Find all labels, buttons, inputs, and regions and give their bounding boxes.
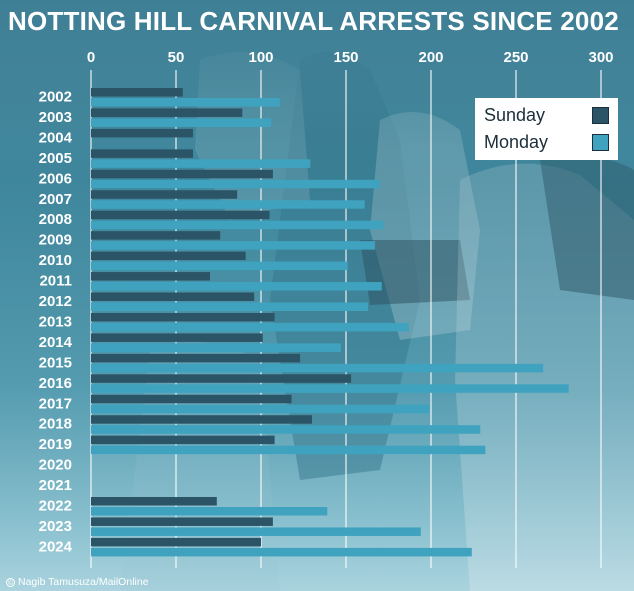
bar-sunday-2008 xyxy=(91,210,270,220)
bar-sunday-2012 xyxy=(91,292,255,301)
copyright-icon: © xyxy=(6,577,15,587)
x-tick-label-200: 200 xyxy=(418,49,443,66)
bar-monday-2012 xyxy=(91,302,369,311)
bar-monday-2015 xyxy=(91,363,544,373)
y-category-label-2017: 2017 xyxy=(39,395,72,412)
bar-monday-2002 xyxy=(91,98,280,107)
bar-monday-2019 xyxy=(91,445,486,455)
legend: Sunday Monday xyxy=(475,98,618,160)
y-category-label-2021: 2021 xyxy=(39,477,72,494)
bar-sunday-2023 xyxy=(91,517,273,526)
x-tick-label-50: 50 xyxy=(168,49,185,66)
bar-sunday-2018 xyxy=(91,415,312,424)
bar-sunday-2022 xyxy=(91,497,217,506)
bar-sunday-2007 xyxy=(91,190,238,199)
x-tick-label-0: 0 xyxy=(87,49,95,66)
legend-swatch-sunday xyxy=(592,107,609,124)
y-category-label-2004: 2004 xyxy=(39,129,73,146)
bar-monday-2022 xyxy=(91,507,328,516)
bar-sunday-2009 xyxy=(91,231,221,240)
bar-sunday-2024 xyxy=(91,537,261,547)
bar-monday-2023 xyxy=(91,527,421,536)
y-category-label-2019: 2019 xyxy=(39,436,72,453)
legend-swatch-monday xyxy=(592,134,609,151)
y-category-label-2012: 2012 xyxy=(39,293,72,310)
y-category-label-2018: 2018 xyxy=(39,416,72,433)
bar-monday-2013 xyxy=(91,322,409,332)
y-category-label-2005: 2005 xyxy=(39,150,72,167)
bar-monday-2011 xyxy=(91,282,382,291)
bar-sunday-2014 xyxy=(91,333,263,342)
chart-title: NOTTING HILL CARNIVAL ARRESTS SINCE 2002 xyxy=(8,6,619,36)
bar-sunday-2010 xyxy=(91,251,246,261)
bar-sunday-2015 xyxy=(91,353,301,363)
bar-sunday-2002 xyxy=(91,88,183,97)
bar-sunday-2013 xyxy=(91,312,275,322)
legend-label-sunday: Sunday xyxy=(484,105,546,125)
bar-sunday-2003 xyxy=(91,108,243,117)
legend-item-sunday: Sunday xyxy=(484,102,609,129)
bar-sunday-2011 xyxy=(91,272,210,281)
x-tick-label-250: 250 xyxy=(503,49,528,66)
bar-monday-2017 xyxy=(91,404,430,414)
bar-monday-2014 xyxy=(91,343,341,352)
y-category-label-2006: 2006 xyxy=(39,170,72,187)
bar-monday-2009 xyxy=(91,241,375,250)
photo-credit: © Nagib Tamusuza/MailOnline xyxy=(6,576,149,588)
bar-sunday-2016 xyxy=(91,374,352,383)
y-category-label-2013: 2013 xyxy=(39,313,72,330)
y-category-label-2022: 2022 xyxy=(39,498,72,515)
bar-sunday-2019 xyxy=(91,435,275,445)
y-category-label-2002: 2002 xyxy=(39,89,72,106)
bar-monday-2005 xyxy=(91,159,311,168)
bar-monday-2024 xyxy=(91,547,472,557)
y-category-label-2016: 2016 xyxy=(39,375,72,392)
bar-monday-2008 xyxy=(91,220,384,230)
bar-monday-2006 xyxy=(91,179,380,189)
bar-monday-2010 xyxy=(91,261,348,271)
y-category-label-2023: 2023 xyxy=(39,518,72,535)
y-category-label-2010: 2010 xyxy=(39,252,72,269)
y-category-label-2024: 2024 xyxy=(39,538,73,555)
y-category-label-2011: 2011 xyxy=(39,273,72,290)
x-tick-label-150: 150 xyxy=(333,49,358,66)
bar-sunday-2017 xyxy=(91,394,292,404)
x-tick-label-300: 300 xyxy=(588,49,613,66)
bar-sunday-2004 xyxy=(91,128,193,138)
y-category-label-2007: 2007 xyxy=(39,191,72,208)
legend-label-monday: Monday xyxy=(484,132,549,152)
bar-sunday-2005 xyxy=(91,149,193,158)
y-category-label-2014: 2014 xyxy=(39,334,73,351)
bar-monday-2007 xyxy=(91,200,365,209)
y-category-label-2008: 2008 xyxy=(39,211,72,228)
x-tick-label-100: 100 xyxy=(248,49,273,66)
y-category-label-2020: 2020 xyxy=(39,457,72,474)
y-category-label-2009: 2009 xyxy=(39,232,72,249)
legend-item-monday: Monday xyxy=(484,129,609,156)
bar-monday-2003 xyxy=(91,118,272,127)
credit-text: Nagib Tamusuza/MailOnline xyxy=(18,576,149,588)
y-category-label-2003: 2003 xyxy=(39,109,72,126)
bar-sunday-2006 xyxy=(91,169,273,179)
bar-monday-2018 xyxy=(91,425,481,434)
bar-monday-2016 xyxy=(91,384,569,393)
y-category-label-2015: 2015 xyxy=(39,354,72,371)
